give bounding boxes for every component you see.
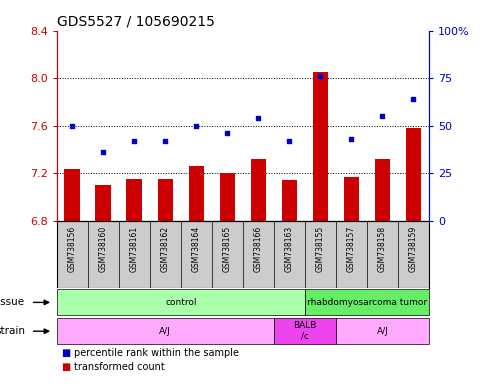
Point (410, 96, 418, 102)
Point (223, 130, 231, 136)
Text: ■: ■ (62, 362, 71, 372)
Bar (313, 72, 328, 221)
Bar (250, 159, 266, 221)
Bar (406, 128, 421, 221)
Bar (282, 180, 297, 221)
Bar (65, 169, 80, 221)
Point (68, 123, 76, 129)
Text: GSM738163: GSM738163 (285, 226, 294, 272)
Bar (96, 185, 111, 221)
Bar (336, 318, 429, 344)
Text: GSM738164: GSM738164 (192, 226, 201, 272)
Point (317, 73, 324, 79)
Text: GSM738157: GSM738157 (347, 226, 356, 272)
Text: BALB
/c: BALB /c (293, 321, 317, 341)
Bar (127, 179, 142, 221)
Text: GSM738165: GSM738165 (223, 226, 232, 272)
Point (348, 136, 355, 142)
Text: strain: strain (0, 326, 25, 336)
Text: GSM738160: GSM738160 (99, 226, 108, 272)
Bar (57, 318, 274, 344)
Point (285, 138, 293, 144)
Text: control: control (165, 298, 197, 307)
Point (379, 113, 387, 119)
Text: GSM738162: GSM738162 (161, 226, 170, 272)
Bar (157, 179, 173, 221)
Point (99, 149, 107, 156)
Text: GSM738155: GSM738155 (316, 226, 325, 272)
Text: tissue: tissue (0, 297, 25, 308)
Bar (57, 290, 305, 315)
Point (161, 138, 169, 144)
Text: transformed count: transformed count (74, 362, 165, 372)
Text: GSM738166: GSM738166 (254, 226, 263, 272)
Point (192, 123, 200, 129)
Text: GSM738161: GSM738161 (130, 226, 139, 272)
Point (130, 138, 138, 144)
Text: GSM738156: GSM738156 (68, 226, 77, 272)
Text: A/J: A/J (159, 327, 171, 336)
Text: GSM738158: GSM738158 (378, 226, 387, 272)
Bar (305, 290, 429, 315)
Bar (375, 159, 390, 221)
Text: A/J: A/J (377, 327, 388, 336)
Bar (219, 173, 235, 221)
Bar (274, 318, 336, 344)
Bar (188, 166, 204, 221)
Text: percentile rank within the sample: percentile rank within the sample (74, 348, 239, 358)
Point (254, 115, 262, 121)
Bar (344, 177, 359, 221)
Text: ■: ■ (62, 348, 71, 358)
Text: GDS5527 / 105690215: GDS5527 / 105690215 (57, 14, 214, 28)
Text: rhabdomyosarcoma tumor: rhabdomyosarcoma tumor (307, 298, 427, 307)
Text: GSM738159: GSM738159 (409, 226, 418, 272)
